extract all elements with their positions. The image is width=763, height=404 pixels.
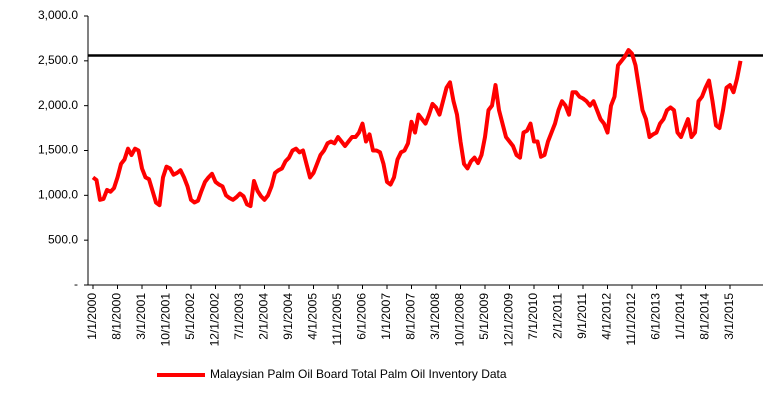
x-tick-label: 10/1/2001 [159, 293, 173, 347]
x-tick-label: 3/1/2008 [428, 293, 442, 340]
x-tick-label: 3/1/2015 [722, 293, 736, 340]
x-tick-label: 5/1/2009 [477, 293, 491, 340]
y-tick-label: - [74, 277, 78, 291]
x-tick-label: 2/1/2004 [257, 293, 271, 340]
x-tick-label: 5/1/2002 [183, 293, 197, 340]
x-tick-label: 1/1/2014 [673, 293, 687, 340]
y-tick-label: 2,000.0 [38, 98, 78, 112]
y-tick-label: 1,000.0 [38, 188, 78, 202]
y-tick-label: 3,000.0 [38, 8, 78, 22]
x-tick-label: 7/1/2003 [232, 293, 246, 340]
x-tick-label: 12/1/2009 [502, 293, 516, 347]
y-tick-label: 1,500.0 [38, 143, 78, 157]
x-tick-label: 12/1/2002 [208, 293, 222, 347]
x-tick-label: 11/1/2005 [330, 293, 344, 346]
y-tick-label: 500.0 [48, 232, 78, 246]
x-tick-label: 7/1/2010 [526, 293, 540, 340]
y-tick-label: 2,500.0 [38, 53, 78, 67]
x-tick-label: 6/1/2013 [649, 293, 663, 340]
x-tick-label: 3/1/2001 [134, 293, 148, 340]
x-tick-label: 9/1/2004 [281, 293, 295, 340]
x-tick-label: 4/1/2005 [306, 293, 320, 340]
x-tick-label: 8/1/2014 [698, 293, 712, 340]
data-line [91, 48, 743, 209]
x-tick-label: 1/1/2007 [379, 293, 393, 340]
x-tick-label: 8/1/2000 [110, 293, 124, 340]
x-tick-label: 10/1/2008 [453, 293, 467, 347]
x-tick-label: 11/1/2012 [624, 293, 638, 346]
legend-label: Malaysian Palm Oil Board Total Palm Oil … [210, 367, 507, 381]
x-tick-label: 2/1/2011 [551, 293, 565, 339]
x-tick-label: 6/1/2006 [355, 293, 369, 340]
x-tick-label: 4/1/2012 [600, 293, 614, 340]
x-tick-label: 1/1/2000 [85, 293, 99, 340]
x-tick-label: 9/1/2011 [575, 293, 589, 339]
x-tick-label: 8/1/2007 [404, 293, 418, 340]
